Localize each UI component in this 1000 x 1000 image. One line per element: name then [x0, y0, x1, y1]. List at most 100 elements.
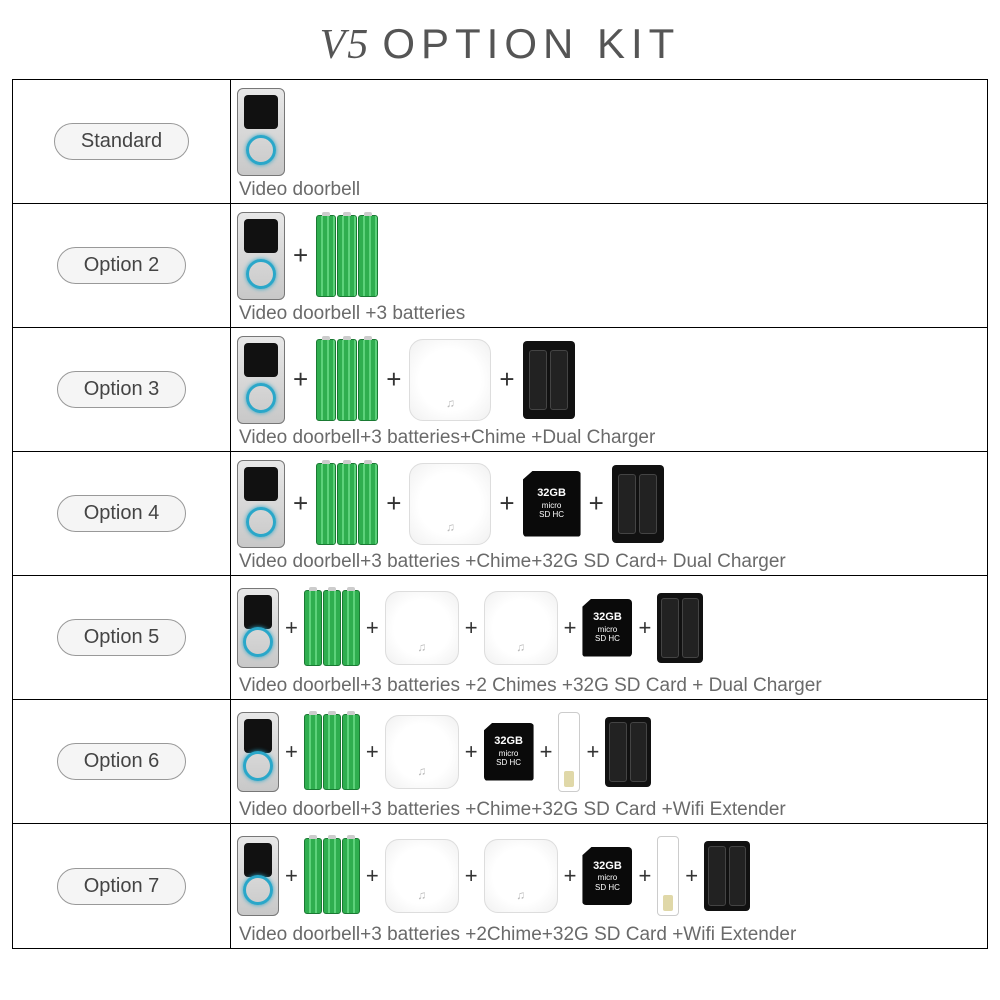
battery-icon [358, 339, 378, 421]
batteries-icon [316, 215, 378, 297]
option-content-cell: ++♫+32GBmicroSD HC+Video doorbell+3 batt… [231, 452, 987, 575]
page-title: V5OPTION KIT [0, 0, 1000, 79]
battery-icon [304, 714, 322, 790]
plus-icon: + [382, 364, 405, 395]
options-table: Standard Video doorbell Option 2 + Video doo… [12, 79, 988, 949]
table-row: Standard Video doorbell [13, 80, 987, 204]
option-pill: Standard [54, 123, 189, 160]
plus-icon: + [495, 364, 518, 395]
option-pill: Option 4 [57, 495, 187, 532]
option-items: ++♫+♫+32GBmicroSD HC+ [237, 580, 981, 675]
battery-icon [358, 463, 378, 545]
plus-icon: + [562, 863, 579, 889]
option-caption: Video doorbell+3 batteries +Chime+32G SD… [237, 799, 981, 821]
doorbell-icon [237, 836, 279, 916]
option-pill: Option 5 [57, 619, 187, 656]
option-pill: Option 7 [57, 868, 187, 905]
option-label-cell: Option 7 [13, 824, 231, 948]
chime-icon: ♫ [409, 339, 491, 421]
option-pill: Option 6 [57, 743, 187, 780]
wifi-extender-icon [558, 712, 580, 792]
batteries-icon [304, 838, 360, 914]
batteries-icon [316, 339, 378, 421]
battery-icon [337, 339, 357, 421]
option-label-cell: Option 4 [13, 452, 231, 575]
plus-icon: + [289, 240, 312, 271]
plus-icon: + [283, 739, 300, 765]
sdcard-icon: 32GBmicroSD HC [582, 599, 632, 657]
sdcard-icon: 32GBmicroSD HC [523, 471, 581, 537]
battery-icon [316, 339, 336, 421]
batteries-icon [304, 590, 360, 666]
doorbell-icon [237, 88, 285, 176]
plus-icon: + [463, 739, 480, 765]
option-content-cell: Video doorbell [231, 80, 987, 203]
plus-icon: + [463, 615, 480, 641]
battery-icon [358, 215, 378, 297]
plus-icon: + [289, 488, 312, 519]
plus-icon: + [495, 488, 518, 519]
sdcard-icon: 32GBmicroSD HC [484, 723, 534, 781]
doorbell-icon [237, 712, 279, 792]
plus-icon: + [364, 863, 381, 889]
plus-icon: + [364, 739, 381, 765]
plus-icon: + [683, 863, 700, 889]
plus-icon: + [283, 615, 300, 641]
chime-icon: ♫ [484, 839, 558, 913]
table-row: Option 5++♫+♫+32GBmicroSD HC+Video doorb… [13, 576, 987, 700]
option-items: ++♫+32GBmicroSD HC+ [237, 456, 981, 551]
chime-icon: ♫ [385, 591, 459, 665]
option-label-cell: Standard [13, 80, 231, 203]
option-caption: Video doorbell+3 batteries +Chime+32G SD… [237, 551, 981, 573]
option-label-cell: Option 3 [13, 328, 231, 451]
battery-icon [316, 463, 336, 545]
charger-icon [704, 841, 750, 911]
battery-icon [304, 838, 322, 914]
plus-icon: + [636, 615, 653, 641]
option-items: ++♫+32GBmicroSD HC++ [237, 704, 981, 799]
plus-icon: + [585, 488, 608, 519]
batteries-icon [304, 714, 360, 790]
chime-icon: ♫ [409, 463, 491, 545]
battery-icon [316, 215, 336, 297]
option-caption: Video doorbell+3 batteries +2 Chimes +32… [237, 675, 981, 697]
option-label-cell: Option 5 [13, 576, 231, 699]
option-items: ++♫+ [237, 332, 981, 427]
option-label-cell: Option 2 [13, 204, 231, 327]
chime-icon: ♫ [385, 715, 459, 789]
table-row: Option 7++♫+♫+32GBmicroSD HC++Video door… [13, 824, 987, 948]
plus-icon: + [382, 488, 405, 519]
battery-icon [323, 838, 341, 914]
option-content-cell: ++♫+32GBmicroSD HC++Video doorbell+3 bat… [231, 700, 987, 823]
battery-icon [337, 463, 357, 545]
chime-icon: ♫ [484, 591, 558, 665]
battery-icon [342, 838, 360, 914]
option-content-cell: ++♫+♫+32GBmicroSD HC++Video doorbell+3 b… [231, 824, 987, 948]
option-pill: Option 3 [57, 371, 187, 408]
plus-icon: + [289, 364, 312, 395]
option-content-cell: ++♫+♫+32GBmicroSD HC+Video doorbell+3 ba… [231, 576, 987, 699]
title-main: OPTION KIT [382, 20, 680, 67]
option-items: + [237, 208, 981, 303]
table-row: Option 3++♫+Video doorbell+3 batteries+C… [13, 328, 987, 452]
option-pill: Option 2 [57, 247, 187, 284]
option-caption: Video doorbell+3 batteries+Chime +Dual C… [237, 427, 981, 449]
option-content-cell: + Video doorbell +3 batteries [231, 204, 987, 327]
battery-icon [342, 590, 360, 666]
option-content-cell: ++♫+Video doorbell+3 batteries+Chime +Du… [231, 328, 987, 451]
charger-icon [523, 341, 575, 419]
battery-icon [323, 590, 341, 666]
option-caption: Video doorbell [237, 179, 981, 201]
doorbell-icon [237, 212, 285, 300]
plus-icon: + [538, 739, 555, 765]
chime-icon: ♫ [385, 839, 459, 913]
batteries-icon [316, 463, 378, 545]
wifi-extender-icon [657, 836, 679, 916]
plus-icon: + [463, 863, 480, 889]
battery-icon [304, 590, 322, 666]
plus-icon: + [636, 863, 653, 889]
doorbell-icon [237, 336, 285, 424]
plus-icon: + [364, 615, 381, 641]
option-caption: Video doorbell+3 batteries +2Chime+32G S… [237, 924, 981, 946]
option-caption: Video doorbell +3 batteries [237, 303, 981, 325]
